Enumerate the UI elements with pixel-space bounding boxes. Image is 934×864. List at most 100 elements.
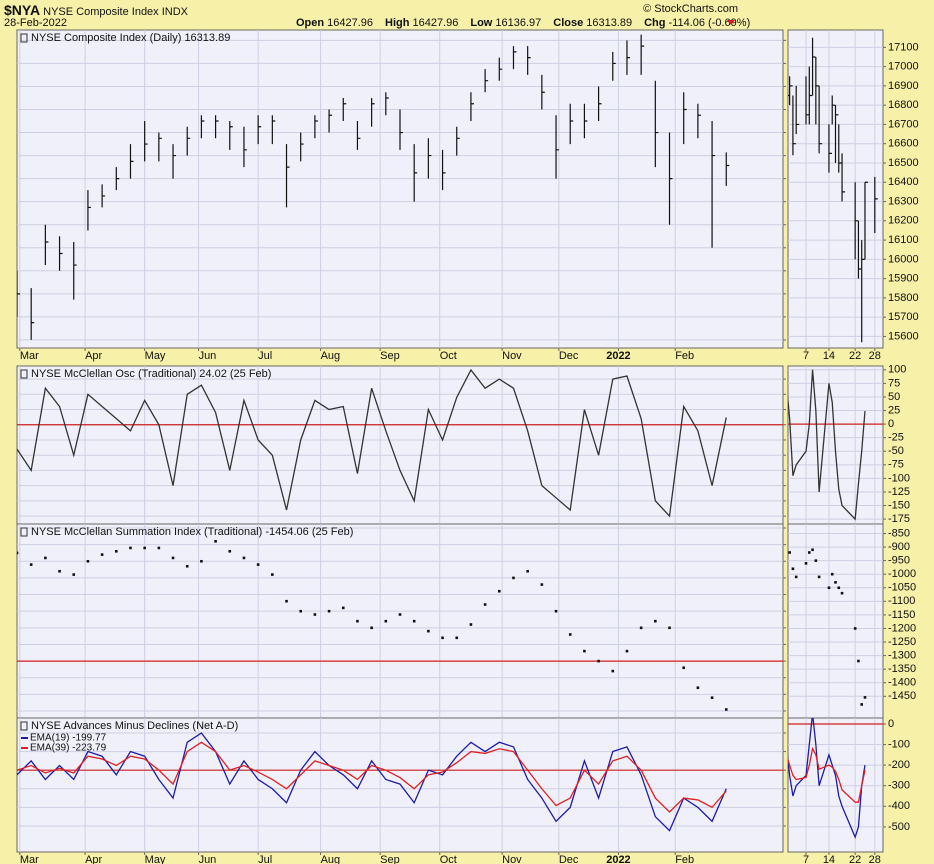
quote-label: High <box>385 17 410 29</box>
quote-label: Open <box>296 17 325 29</box>
hlc-bar <box>640 34 645 75</box>
dot <box>554 609 558 613</box>
y-tick-label: -1250 <box>888 636 916 648</box>
x-tick-label: 7 <box>803 854 809 864</box>
x-tick-label: 22 <box>849 854 861 864</box>
dot <box>710 696 714 700</box>
marks <box>788 37 878 343</box>
marks <box>17 34 730 340</box>
title-icon <box>20 369 28 379</box>
y-tick-label: -125 <box>888 486 910 498</box>
hlc-bar <box>861 240 865 343</box>
marks <box>17 368 727 518</box>
title-icon <box>20 33 28 43</box>
plot-area <box>787 523 884 719</box>
dot <box>857 659 860 663</box>
series-line <box>17 732 727 832</box>
quote-label: Low <box>470 17 493 29</box>
dot <box>807 551 811 554</box>
y-tick-label: 50 <box>888 391 900 403</box>
dot <box>185 564 189 568</box>
dot <box>214 540 217 543</box>
y-tick-label: 0 <box>888 718 894 730</box>
dot <box>29 563 33 566</box>
dot <box>540 583 544 586</box>
y-tick-label: 16200 <box>888 215 919 227</box>
header: $NYA NYSE Composite Index INDX 28-Feb-20… <box>0 0 934 30</box>
dot <box>171 556 175 560</box>
x-tick-label: Mar <box>20 854 39 864</box>
y-tick-label: -25 <box>888 432 904 444</box>
y-tick-label: -1350 <box>888 663 916 675</box>
hlc-bar <box>654 80 659 168</box>
hlc-bar <box>73 242 77 300</box>
y-tick-label: 17100 <box>888 41 919 53</box>
hlc-bar <box>484 69 489 93</box>
hlc-bar <box>788 94 790 97</box>
series-line <box>17 368 727 518</box>
hlc-bar <box>427 138 432 179</box>
hlc-bar <box>555 115 560 179</box>
y-tick-label: -75 <box>888 459 904 471</box>
hlc-bar <box>841 153 846 202</box>
hlc-bar <box>811 37 816 96</box>
dot <box>271 573 274 576</box>
dot <box>817 575 821 579</box>
dot <box>341 606 345 610</box>
hlc-bar <box>725 152 730 186</box>
x-tick-label: Aug <box>321 854 341 864</box>
hlc-bar <box>441 149 446 191</box>
hlc-bar <box>158 132 162 162</box>
quote-value: 16427.96 <box>327 17 374 29</box>
y-tick-label: 25 <box>888 404 900 416</box>
dot <box>327 609 331 613</box>
dot <box>256 563 260 566</box>
hlc-bar <box>697 103 701 139</box>
dot <box>682 666 686 670</box>
x-tick-label: Oct <box>440 350 457 362</box>
dot <box>863 696 867 699</box>
panel-title: NYSE McClellan Osc (Traditional) 24.02 (… <box>31 368 271 380</box>
dot <box>398 613 402 616</box>
marks <box>17 732 727 832</box>
dot <box>794 575 798 579</box>
hlc-bar <box>58 236 63 271</box>
x-tick-label: Nov <box>502 350 522 362</box>
x-tick-label: 7 <box>803 350 809 362</box>
quote-value: 16313.89 <box>586 17 633 29</box>
x-tick-label: Nov <box>502 854 522 864</box>
quote-item: Close 16313.89 <box>553 17 638 29</box>
dot <box>356 619 359 623</box>
y-tick-label: 16500 <box>888 157 919 169</box>
hlc-bar <box>597 86 602 122</box>
hlc-bar <box>101 184 106 208</box>
y-tick-label: -300 <box>888 780 910 792</box>
dot <box>804 562 808 565</box>
y-tick-label: -1450 <box>888 690 916 702</box>
y-tick-label: -100 <box>888 472 910 484</box>
x-tick-label: Sep <box>380 854 400 864</box>
x-tick-label: Feb <box>675 350 694 362</box>
title-icon <box>20 721 28 731</box>
dot <box>853 627 857 630</box>
x-tick-label: Mar <box>20 350 39 362</box>
y-tick-label: -1200 <box>888 622 916 634</box>
hlc-bar <box>583 103 588 139</box>
quote-value: 16427.96 <box>412 17 459 29</box>
hlc-bar <box>498 57 503 81</box>
hlc-bar <box>789 76 793 106</box>
date: 28-Feb-2022 <box>4 17 67 29</box>
y-tick-label: 15700 <box>888 311 919 323</box>
dot <box>811 548 814 552</box>
hlc-bar <box>874 176 878 233</box>
hlc-bar <box>44 224 49 266</box>
dot <box>597 659 600 663</box>
y-tick-label: -500 <box>888 821 910 833</box>
plot-area <box>16 365 784 525</box>
title-icon <box>20 527 28 537</box>
hlc-bar <box>626 40 630 75</box>
hlc-bar <box>229 121 233 150</box>
hlc-bar <box>399 109 403 150</box>
hlc-bar <box>144 121 148 162</box>
